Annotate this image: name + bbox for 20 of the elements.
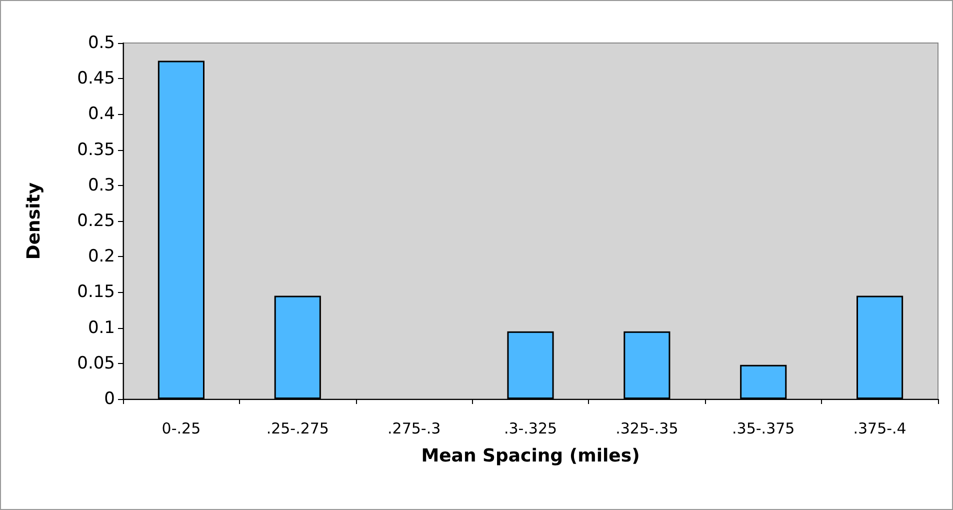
x-tick-label: .375-.4 [853,420,906,438]
y-tick-label: 0.1 [88,318,115,338]
y-tick-label: 0.5 [88,33,115,53]
y-tick-label: 0.05 [77,353,115,374]
y-tick-label: 0.45 [77,68,115,89]
y-tick-label: 0.15 [77,282,115,302]
y-axis-title: Density [24,182,44,260]
y-tick-label: 0.25 [77,211,115,231]
y-tick-label: 0 [104,389,115,409]
y-tick-label: 0.35 [77,140,115,160]
x-tick-label: 0-.25 [162,420,201,438]
x-tick-label: .325-.35 [616,420,678,438]
x-tick-label: .275-.3 [388,420,441,438]
x-tick-label: .3-.325 [504,420,558,438]
x-tick-label: .35-.375 [732,420,795,438]
y-tick-label: 0.3 [88,175,115,196]
y-tick-label: 0.2 [88,246,115,267]
x-axis-title: Mean Spacing (miles) [421,446,640,466]
y-tick-label: 0.4 [88,104,115,124]
x-tick-label: .25-.275 [266,420,329,438]
